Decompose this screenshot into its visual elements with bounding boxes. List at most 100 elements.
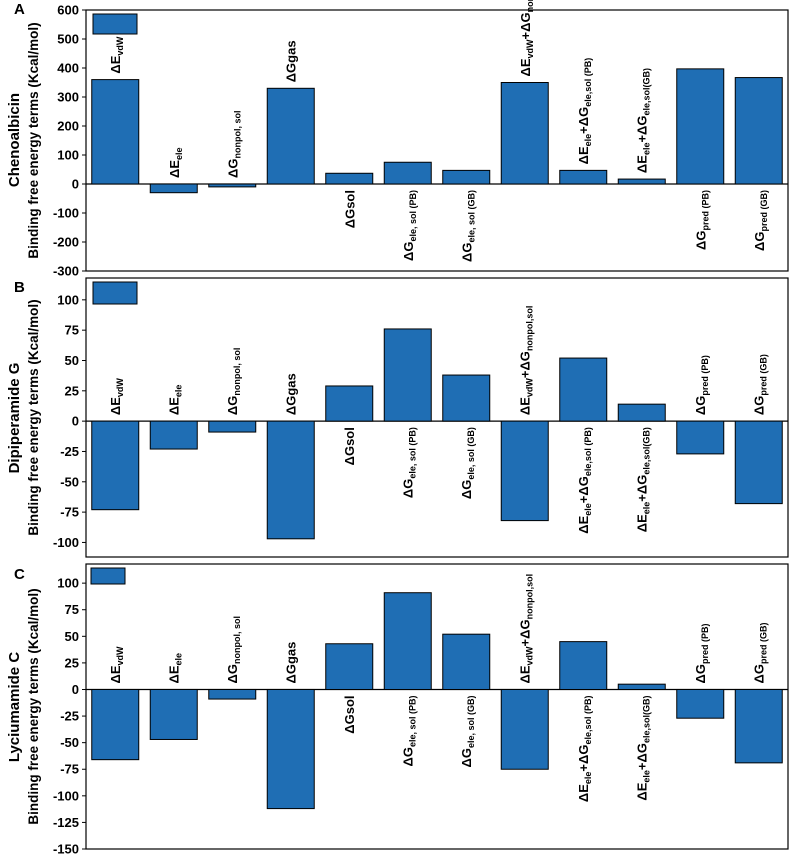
bar-3 bbox=[208, 420, 257, 433]
bar-label: ΔGele, sol (PB) bbox=[401, 190, 418, 261]
bar-label: ΔEvdW+ΔGnonpol,sol bbox=[518, 574, 535, 684]
y-tick-label: 500 bbox=[57, 32, 79, 47]
y-tick-label: 75 bbox=[65, 323, 79, 338]
bar-label: ΔEele bbox=[167, 653, 184, 684]
bar-6 bbox=[383, 328, 432, 422]
bar-label: ΔGnonpol, sol bbox=[225, 111, 242, 178]
bar-label: ΔEvdW bbox=[108, 36, 125, 74]
bar-12 bbox=[734, 688, 783, 764]
bar-8 bbox=[500, 420, 549, 522]
bar-10 bbox=[617, 403, 666, 422]
compound-name: Lyciumamide C bbox=[6, 652, 23, 762]
y-axis-label: Binding free energy terms (Kcal/mol) bbox=[26, 299, 41, 535]
bar-1 bbox=[91, 688, 140, 761]
compound-name: Dipiperamide G bbox=[6, 363, 23, 474]
bar-7 bbox=[442, 374, 491, 422]
panel-letter: C bbox=[14, 566, 25, 583]
y-tick-label: -300 bbox=[53, 264, 79, 279]
bar-2 bbox=[149, 420, 198, 450]
y-tick-label: -100 bbox=[53, 206, 79, 221]
y-axis-label: Binding free energy terms (Kcal/mol) bbox=[26, 22, 41, 258]
bar-12 bbox=[734, 77, 783, 185]
y-tick-label: -125 bbox=[53, 815, 79, 830]
bar-label: ΔEele+ΔGele,sol (PB) bbox=[576, 695, 593, 802]
bar-label: ΔGgas bbox=[284, 40, 299, 82]
bar-label: ΔEvdW+ΔGnonpol,sol bbox=[518, 0, 535, 77]
y-tick-label: -75 bbox=[60, 505, 79, 520]
bar-label: ΔEele+ΔGele,sol(GB) bbox=[635, 68, 652, 173]
panel-a: -300 -200 -100 0 100 200 300 400 500 600 ABinding … bbox=[6, 0, 789, 279]
bar-6 bbox=[383, 592, 432, 690]
y-tick-label: 75 bbox=[65, 602, 79, 617]
bar-label: ΔEvdW+ΔGnonpol,sol bbox=[518, 306, 535, 416]
y-tick-label: 300 bbox=[57, 90, 79, 105]
y-tick-label: 50 bbox=[65, 353, 79, 368]
legend-swatch bbox=[90, 567, 126, 585]
bar-10 bbox=[617, 683, 666, 690]
bar-5 bbox=[325, 172, 374, 185]
bar-4 bbox=[266, 688, 315, 810]
y-tick-label: 25 bbox=[65, 383, 79, 398]
bar-12 bbox=[734, 420, 783, 505]
bar-11 bbox=[676, 68, 725, 185]
bar-label: ΔGpred (GB) bbox=[752, 190, 769, 251]
bar-label: ΔGgas bbox=[284, 373, 299, 415]
bar-label: ΔEele+ΔGele,sol(GB) bbox=[635, 427, 652, 532]
y-axis-label: Binding free energy terms (Kcal/mol) bbox=[26, 588, 41, 824]
y-tick-label: -100 bbox=[53, 788, 79, 803]
y-tick-label: -50 bbox=[60, 474, 79, 489]
y-tick-label: 600 bbox=[57, 3, 79, 18]
legend-swatch bbox=[92, 281, 138, 305]
y-tick-label: -200 bbox=[53, 235, 79, 250]
y-tick-label: 0 bbox=[72, 414, 79, 429]
bar-1 bbox=[91, 79, 140, 185]
bar-label: ΔEele bbox=[167, 147, 184, 178]
bar-label: ΔGpred (PB) bbox=[693, 190, 710, 250]
y-tick-label: 100 bbox=[57, 576, 79, 591]
bar-9 bbox=[559, 641, 608, 690]
bar-6 bbox=[383, 161, 432, 185]
bar-2 bbox=[149, 183, 198, 194]
plot-frame bbox=[85, 9, 789, 272]
bar-label: ΔGnonpol, sol bbox=[225, 616, 242, 683]
bar-11 bbox=[676, 688, 725, 719]
bar-7 bbox=[442, 169, 491, 185]
y-tick-label: 100 bbox=[57, 292, 79, 307]
bar-label: ΔGpred (GB) bbox=[752, 354, 769, 415]
bar-label: ΔEele+ΔGele,sol (PB) bbox=[576, 58, 593, 165]
bar-label: ΔGpred (PB) bbox=[693, 624, 710, 684]
bar-9 bbox=[559, 357, 608, 422]
y-tick-label: -25 bbox=[60, 444, 79, 459]
y-tick-label: -25 bbox=[60, 709, 79, 724]
bar-label: ΔGpred (PB) bbox=[693, 355, 710, 415]
bar-label: ΔGele, sol (GB) bbox=[459, 190, 476, 262]
bar-label: ΔEele bbox=[167, 385, 184, 416]
y-tick-label: -100 bbox=[53, 535, 79, 550]
bar-label: ΔGsol bbox=[342, 427, 357, 465]
bar-label: ΔGnonpol, sol bbox=[225, 348, 242, 415]
bar-3 bbox=[208, 688, 257, 700]
bar-1 bbox=[91, 420, 140, 511]
bar-8 bbox=[500, 82, 549, 185]
bar-2 bbox=[149, 688, 198, 740]
y-tick-label: -75 bbox=[60, 762, 79, 777]
panel-letter: B bbox=[14, 279, 25, 296]
bar-label: ΔGpred (GB) bbox=[752, 623, 769, 684]
y-tick-label: 50 bbox=[65, 629, 79, 644]
panel-letter: A bbox=[14, 1, 25, 18]
legend-swatch bbox=[92, 13, 138, 35]
bar-5 bbox=[325, 385, 374, 422]
bar-4 bbox=[266, 87, 315, 185]
bar-label: ΔEele+ΔGele,sol(GB) bbox=[635, 695, 652, 800]
bar-label: ΔGele, sol (PB) bbox=[401, 695, 418, 766]
y-tick-label: 25 bbox=[65, 655, 79, 670]
y-tick-label: 400 bbox=[57, 61, 79, 76]
y-tick-label: 100 bbox=[57, 148, 79, 163]
bar-label: ΔEvdW bbox=[108, 646, 125, 684]
y-tick-label: 200 bbox=[57, 119, 79, 134]
bar-3 bbox=[208, 183, 257, 188]
plot-frame bbox=[85, 277, 789, 558]
y-tick-label: 0 bbox=[72, 177, 79, 192]
